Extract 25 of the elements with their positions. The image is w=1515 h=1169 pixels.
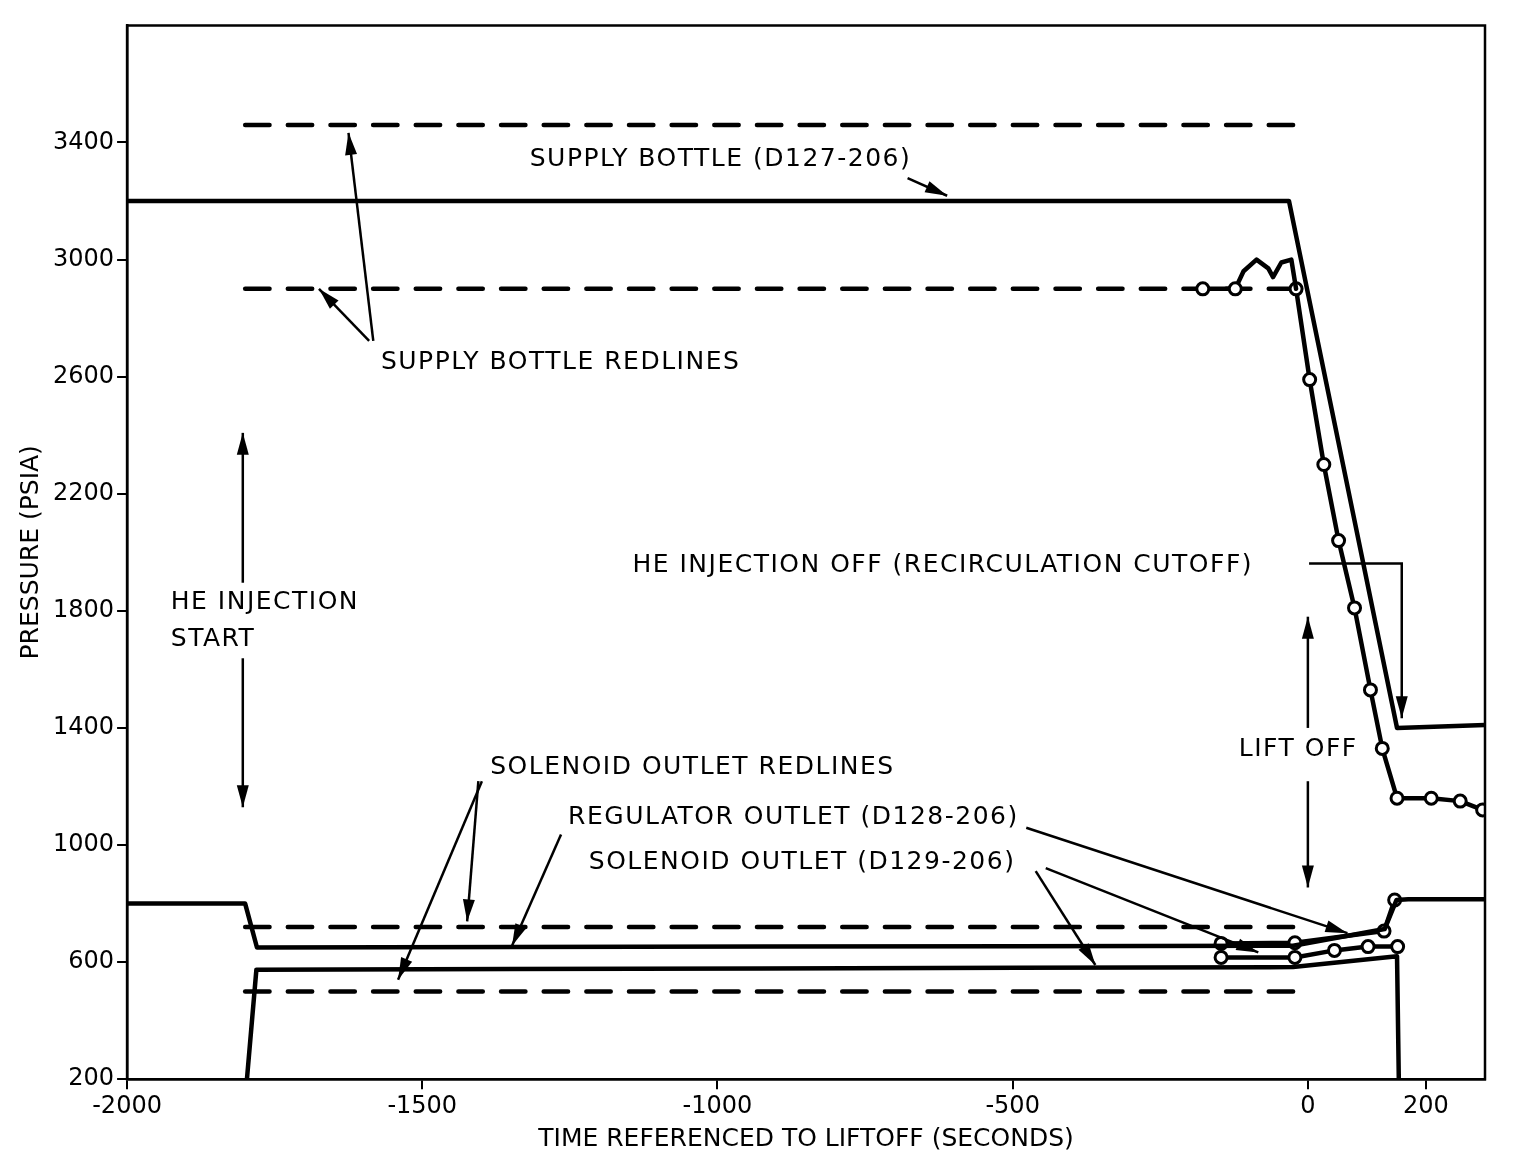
x-axis-title: TIME REFERENCED TO LIFTOFF (SECONDS) — [537, 1122, 1074, 1152]
y-tick-label: 1800 — [53, 595, 115, 624]
y-tick-label: 2200 — [53, 477, 115, 506]
x-tick-label: -2000 — [92, 1090, 162, 1119]
y-axis-title: PRESSURE (PSIA) — [14, 445, 44, 660]
y-tick-label: 200 — [68, 1063, 115, 1092]
y-tick-label: 600 — [68, 946, 115, 975]
text: REGULATOR OUTLET (D128-206) — [568, 799, 1019, 832]
x-tick-label: -500 — [985, 1090, 1040, 1119]
annotation: SUPPLY BOTTLE REDLINES — [380, 344, 741, 377]
y-tick-label: 1000 — [53, 829, 115, 858]
y-tick-label: 3000 — [53, 243, 115, 272]
annotation: HE INJECTION OFF (RECIRCULATION CUTOFF) — [632, 547, 1254, 580]
y-tick-label: 2600 — [53, 360, 115, 389]
y-tick-label: 3400 — [53, 126, 115, 155]
series-label: SUPPLY BOTTLE (D127-206) — [529, 141, 912, 174]
y-tick-label: 1400 — [53, 712, 115, 741]
text: SOLENOID OUTLET (D129-206) — [588, 844, 1016, 877]
x-tick-label: 200 — [1403, 1090, 1449, 1119]
annotation: LIFT OFF — [1238, 731, 1358, 764]
annotation: HE INJECTION START — [170, 585, 361, 655]
x-tick-label: 0 — [1300, 1090, 1316, 1119]
x-tick-label: -1000 — [682, 1090, 753, 1119]
annotation: SOLENOID OUTLET REDLINES — [490, 749, 895, 782]
x-tick-label: -1500 — [387, 1090, 458, 1119]
